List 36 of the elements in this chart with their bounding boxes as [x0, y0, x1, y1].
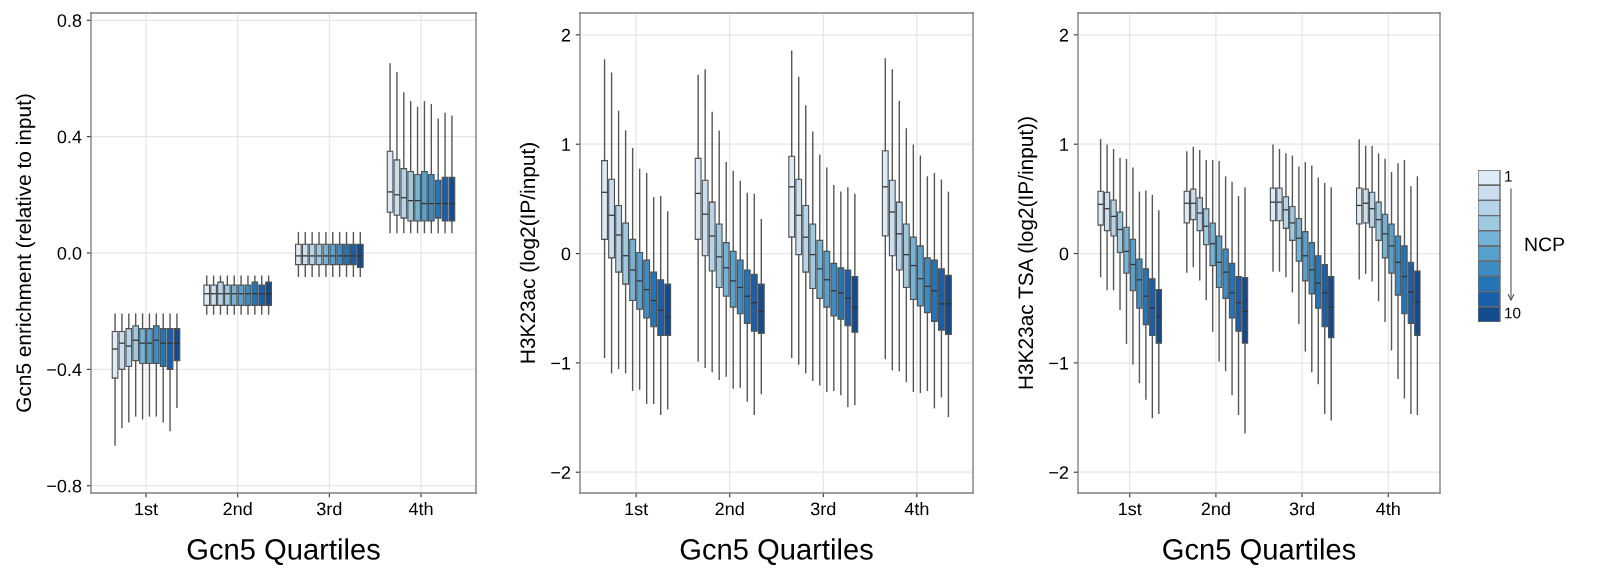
y-tick-label: −2 — [551, 466, 571, 479]
y-tick-label: 1 — [1060, 138, 1069, 151]
legend-label: 1 — [1505, 171, 1512, 182]
y-tick-label: 0.8 — [57, 14, 82, 27]
y-tick-label: −1 — [551, 357, 571, 370]
x-tick-label: 4th — [408, 502, 433, 516]
x-tick-label: 1st — [135, 502, 158, 516]
x-tick-label: 3rd — [810, 502, 836, 516]
x-axis-title: Gcn5 Quartiles — [187, 538, 380, 565]
y-axis-title: Gcn5 enrichment (relative to input) — [15, 94, 36, 412]
x-tick-label: 3rd — [316, 502, 342, 516]
x-axis-title: Gcn5 Quartiles — [1163, 538, 1356, 565]
y-tick-label: −0.8 — [47, 479, 82, 493]
y-tick-label: 0 — [1059, 247, 1069, 261]
y-axis-title: H3K23ac (log2(IP/input) — [519, 143, 540, 363]
x-tick-label: 1st — [625, 502, 649, 516]
y-tick-label: −1 — [1049, 357, 1069, 370]
y-tick-label: 0.0 — [57, 246, 82, 260]
y-tick-label: 0.4 — [57, 130, 82, 144]
legend-label: 10 — [1505, 307, 1521, 319]
y-tick-label: −0.4 — [47, 363, 82, 377]
y-tick-label: 2 — [561, 28, 571, 42]
x-tick-label: 4th — [1376, 502, 1400, 516]
x-tick-label: 2nd — [1201, 502, 1230, 516]
y-tick-label: −2 — [1049, 466, 1069, 479]
x-tick-label: 2nd — [223, 502, 252, 516]
x-tick-label: 2nd — [715, 502, 744, 516]
legend-title: NCP — [1525, 237, 1565, 252]
x-axis-title: Gcn5 Quartiles — [680, 538, 873, 565]
y-tick-label: 2 — [1059, 28, 1069, 42]
y-axis-title: H3K23ac TSA (log2(IP/input)) — [1017, 117, 1038, 389]
y-tick-label: 0 — [561, 247, 571, 261]
x-tick-label: 3rd — [1289, 502, 1314, 516]
x-tick-label: 1st — [1119, 502, 1142, 516]
y-tick-label: 1 — [562, 138, 571, 151]
x-tick-label: 4th — [904, 502, 929, 516]
